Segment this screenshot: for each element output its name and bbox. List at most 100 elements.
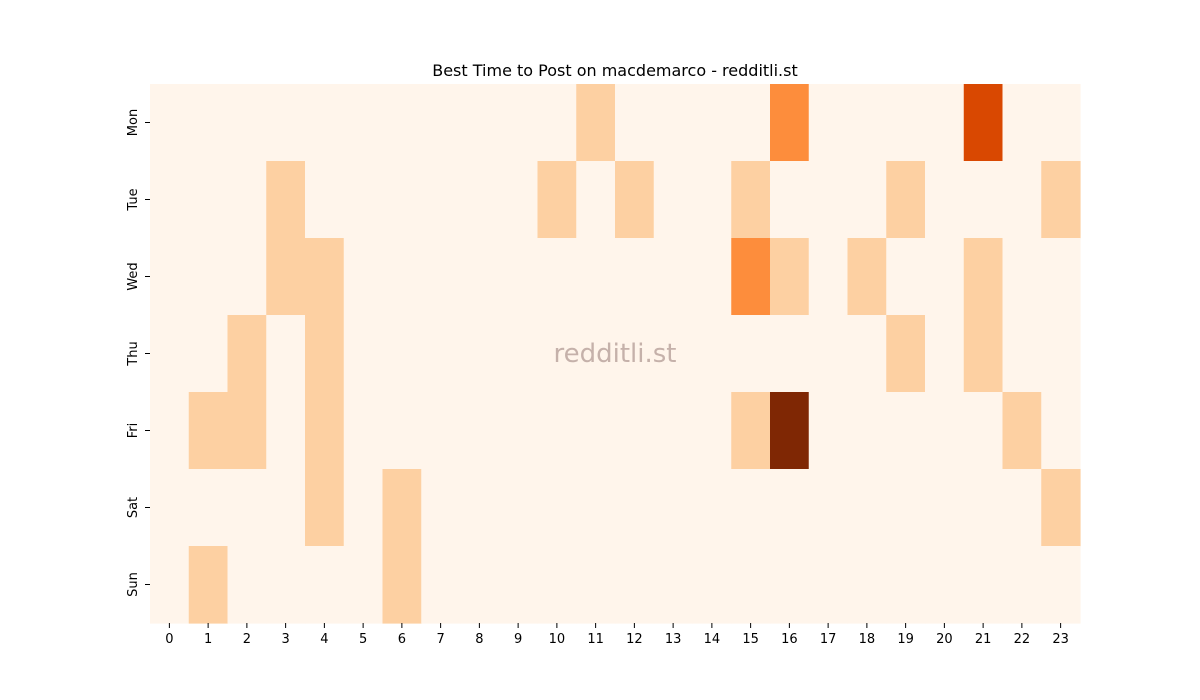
heatmap-cell-sun-17	[808, 546, 849, 624]
heatmap-cell-sat-9	[498, 469, 539, 547]
heatmap-cell-mon-7	[421, 84, 461, 162]
heatmap-cell-thu-16	[770, 315, 810, 393]
heatmap-cell-thu-4	[305, 315, 345, 393]
heatmap-cell-sat-17	[808, 469, 849, 547]
heatmap-cell-thu-0	[150, 315, 190, 393]
heatmap-cell-wed-9	[498, 238, 539, 316]
heatmap-cell-mon-14	[692, 84, 732, 162]
x-axis-ticks: 0 1 2 3 4 5 6 7 8 9 10 11 12 13 14 15 16 17 18 19 20 21 22 23	[165, 623, 1069, 647]
heatmap-cell-tue-9	[498, 161, 539, 239]
heatmap-cell-mon-1	[188, 84, 229, 162]
heatmap-cell-fri-1	[188, 392, 229, 470]
heatmap-cell-sun-14	[692, 546, 732, 624]
heatmap-cell-sat-6	[382, 469, 422, 547]
heatmap-cell-sat-15	[731, 469, 771, 547]
heatmap-cell-fri-19	[886, 392, 926, 470]
x-tick-label: 13	[665, 632, 682, 647]
heatmap-cell-wed-6	[382, 238, 422, 316]
watermark: redditli.st	[554, 339, 677, 369]
heatmap-cell-mon-5	[343, 84, 384, 162]
heatmap-cell-fri-4	[305, 392, 345, 470]
heatmap-cell-sun-2	[227, 546, 267, 624]
heatmap-cell-tue-7	[421, 161, 461, 239]
heatmap-cell-thu-3	[266, 315, 306, 393]
heatmap-cell-sun-23	[1041, 546, 1081, 624]
heatmap-cell-fri-15	[731, 392, 771, 470]
heatmap-cell-sun-18	[847, 546, 887, 624]
heatmap-cell-wed-14	[692, 238, 732, 316]
heatmap-cell-fri-2	[227, 392, 267, 470]
heatmap-cell-thu-18	[847, 315, 887, 393]
heatmap-cell-sun-5	[343, 546, 384, 624]
heatmap-cell-mon-8	[460, 84, 500, 162]
heatmap-cell-mon-13	[653, 84, 694, 162]
x-tick-label: 22	[1014, 632, 1031, 647]
x-tick-label: 12	[626, 632, 643, 647]
heatmap-cell-thu-5	[343, 315, 384, 393]
heatmap-cell-fri-20	[925, 392, 965, 470]
heatmap-cell-mon-21	[963, 84, 1004, 162]
heatmap-cell-fri-18	[847, 392, 887, 470]
heatmap-cell-wed-3	[266, 238, 306, 316]
heatmap-cell-tue-4	[305, 161, 345, 239]
heatmap-cell-mon-12	[615, 84, 655, 162]
heatmap-cell-sat-5	[343, 469, 384, 547]
heatmap-cell-sun-4	[305, 546, 345, 624]
y-tick-label: Wed	[126, 262, 141, 290]
heatmap-cell-tue-22	[1002, 161, 1042, 239]
x-tick-label: 20	[936, 632, 953, 647]
x-tick-label: 1	[204, 632, 212, 647]
heatmap-cell-fri-6	[382, 392, 422, 470]
heatmap-cell-tue-21	[963, 161, 1004, 239]
heatmap-cell-wed-12	[615, 238, 655, 316]
heatmap-cell-tue-14	[692, 161, 732, 239]
heatmap-cell-mon-19	[886, 84, 926, 162]
heatmap-cell-thu-13	[653, 315, 694, 393]
heatmap-cell-wed-1	[188, 238, 229, 316]
heatmap-cell-sun-22	[1002, 546, 1042, 624]
heatmap-cell-tue-2	[227, 161, 267, 239]
heatmap-cell-sun-10	[537, 546, 577, 624]
heatmap-cell-fri-8	[460, 392, 500, 470]
heatmap-cell-sun-1	[188, 546, 229, 624]
x-tick-label: 8	[475, 632, 483, 647]
heatmap-cell-sun-11	[576, 546, 616, 624]
heatmap-cell-thu-10	[537, 315, 577, 393]
heatmap-cell-fri-7	[421, 392, 461, 470]
x-tick-label: 21	[975, 632, 992, 647]
heatmap-cell-tue-11	[576, 161, 616, 239]
heatmap-cell-thu-9	[498, 315, 539, 393]
heatmap-cell-sat-19	[886, 469, 926, 547]
heatmap-cell-fri-11	[576, 392, 616, 470]
heatmap-cell-fri-10	[537, 392, 577, 470]
heatmap-cell-thu-2	[227, 315, 267, 393]
x-tick-label: 16	[781, 632, 798, 647]
heatmap-cell-wed-22	[1002, 238, 1042, 316]
heatmap-cell-wed-18	[847, 238, 887, 316]
heatmap-cell-wed-21	[963, 238, 1004, 316]
x-tick-label: 4	[320, 632, 328, 647]
x-tick-label: 19	[897, 632, 914, 647]
heatmap-cell-thu-14	[692, 315, 732, 393]
heatmap-cell-wed-19	[886, 238, 926, 316]
x-tick-label: 0	[165, 632, 173, 647]
heatmap-cell-sun-13	[653, 546, 694, 624]
x-tick-label: 9	[514, 632, 522, 647]
chart-title: Best Time to Post on macdemarco - reddit…	[432, 61, 798, 80]
heatmap-cell-tue-13	[653, 161, 694, 239]
heatmap-cell-fri-12	[615, 392, 655, 470]
heatmap-cell-tue-3	[266, 161, 306, 239]
heatmap-cell-sun-21	[963, 546, 1004, 624]
heatmap-cell-sat-23	[1041, 469, 1081, 547]
heatmap-cell-sat-3	[266, 469, 306, 547]
heatmap-cell-sun-6	[382, 546, 422, 624]
heatmap-cell-mon-15	[731, 84, 771, 162]
heatmap-cell-sun-7	[421, 546, 461, 624]
heatmap-cell-fri-22	[1002, 392, 1042, 470]
heatmap-cell-sun-12	[615, 546, 655, 624]
heatmap-cell-thu-15	[731, 315, 771, 393]
heatmap-cell-sat-13	[653, 469, 694, 547]
heatmap-cell-tue-8	[460, 161, 500, 239]
y-tick-label: Tue	[126, 188, 141, 211]
heatmap-cell-fri-13	[653, 392, 694, 470]
